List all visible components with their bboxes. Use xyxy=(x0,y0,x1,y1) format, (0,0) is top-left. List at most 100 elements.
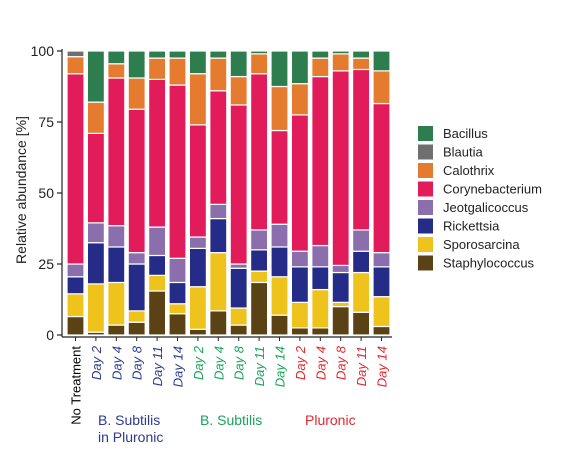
legend-label: Calothrix xyxy=(443,163,495,178)
legend-label: Corynebacterium xyxy=(443,182,542,197)
x-tick-label: Day 8 xyxy=(130,345,145,380)
bar-segment xyxy=(270,50,289,88)
bar-segment xyxy=(270,85,289,132)
y-tick-label: 100 xyxy=(31,43,55,59)
bar-segment xyxy=(188,247,207,288)
bar-segment xyxy=(270,129,289,225)
x-axis: No Treatment Day 2 Day 4 Day 8 Day 11 Day 14 D… xyxy=(62,336,392,425)
bar-segment xyxy=(250,73,269,231)
bar-segment xyxy=(127,252,146,265)
bar-segment xyxy=(188,50,207,75)
bar-segment xyxy=(107,50,126,65)
bar-segment xyxy=(168,303,187,315)
bar-segment xyxy=(229,50,248,78)
bar-segment xyxy=(127,77,146,110)
bar-segment xyxy=(127,321,146,336)
y-tick-label: 25 xyxy=(38,256,54,272)
bar-segment xyxy=(188,124,207,238)
bar-segment xyxy=(372,50,391,72)
bar-segment xyxy=(66,50,85,58)
legend-swatch xyxy=(418,126,433,141)
bar-segment xyxy=(331,301,350,308)
x-tick-label: Day 14 xyxy=(273,346,288,387)
legend-swatch xyxy=(418,163,433,178)
x-tick-label: Day 8 xyxy=(232,345,247,380)
bar-segment xyxy=(148,226,167,257)
bar-segment xyxy=(148,50,167,59)
bar-segment xyxy=(209,203,228,220)
x-tick-label: No Treatment xyxy=(69,346,84,425)
x-tick-label: Day 11 xyxy=(150,346,165,386)
bar-segment xyxy=(168,281,187,305)
legend-swatch xyxy=(418,237,433,252)
bar-segment xyxy=(209,57,228,92)
bar-segment xyxy=(107,225,126,248)
bar-segment xyxy=(86,242,106,285)
bar-segment xyxy=(86,222,106,244)
bar-segment xyxy=(168,313,187,336)
bar-segment xyxy=(372,70,391,105)
legend-label: Sporosarcina xyxy=(443,237,520,252)
bar-segment xyxy=(229,324,248,336)
bar-segment xyxy=(107,281,126,326)
bar-segment xyxy=(372,102,391,254)
bar-segment xyxy=(229,75,248,106)
bar-segment xyxy=(209,90,228,205)
bar-segment xyxy=(372,252,391,268)
bar-segment xyxy=(290,327,309,336)
y-axis-label: Relative abundance [%] xyxy=(13,116,29,264)
legend-label: Jeotgalicoccus xyxy=(443,200,529,215)
bar-segment xyxy=(311,266,330,291)
bar-segment xyxy=(107,324,126,336)
legend-swatch xyxy=(418,218,433,234)
bar-segment xyxy=(127,50,146,79)
y-tick-label: 50 xyxy=(38,185,54,201)
group-label-line: B. Subtilis xyxy=(200,412,263,428)
bar-segment xyxy=(270,246,289,278)
bar-segment xyxy=(209,217,228,254)
bar-segment xyxy=(250,281,269,336)
x-tick-label: Day 11 xyxy=(252,346,267,386)
x-tick-label: Day 2 xyxy=(89,345,104,380)
bar-segment xyxy=(229,307,248,326)
bar-segment xyxy=(148,78,167,228)
bar-segment xyxy=(352,271,371,313)
bar-segment xyxy=(290,266,309,303)
bar-segment xyxy=(127,263,146,312)
bar-segment xyxy=(188,328,207,336)
bar-segment xyxy=(331,70,350,267)
bar-segment xyxy=(209,50,228,59)
bar-segment xyxy=(86,50,106,103)
bar-segment xyxy=(66,315,85,336)
bar-segment xyxy=(352,50,371,59)
legend-label: Rickettsia xyxy=(443,219,500,234)
bar-segment xyxy=(148,254,167,276)
bar-segment xyxy=(86,132,106,224)
legend-label: Bacillus xyxy=(443,126,488,141)
bar-segment xyxy=(331,53,350,72)
bar-segment xyxy=(250,270,269,284)
bar-segment xyxy=(352,229,371,252)
bar-segment xyxy=(107,77,126,227)
group-label-bsubtilis-in-pluronic: B. Subtilis in Pluronic xyxy=(98,412,163,446)
bar-segment xyxy=(250,229,269,251)
bar-segment xyxy=(107,246,126,284)
bar-segment xyxy=(168,84,187,259)
bar-segment xyxy=(66,56,85,75)
bar-segment xyxy=(352,311,371,336)
bar-segment xyxy=(148,57,167,80)
bar-segment xyxy=(229,104,248,265)
bar-segment xyxy=(311,288,330,329)
bar-segment xyxy=(66,293,85,318)
legend-swatch xyxy=(418,181,433,197)
bar-segment xyxy=(311,57,330,78)
x-tick-label: Day 4 xyxy=(211,346,226,380)
bar-segment xyxy=(331,264,350,274)
x-tick-label: Day 2 xyxy=(293,345,308,380)
bar-segment xyxy=(229,267,248,309)
bar-segment xyxy=(66,73,85,265)
bar-segment xyxy=(66,263,85,278)
legend-swatch xyxy=(418,255,433,271)
group-label-pluronic: Pluronic xyxy=(305,412,356,429)
